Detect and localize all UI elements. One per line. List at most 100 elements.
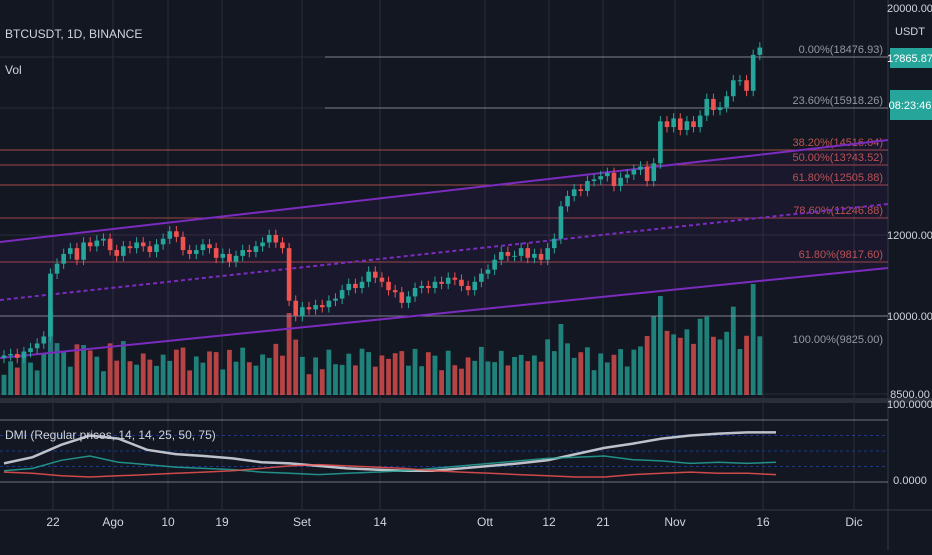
x-tick-label: 19 [215, 515, 229, 529]
volume-bar [691, 343, 696, 395]
candle-body [94, 240, 100, 247]
candle-body [34, 343, 40, 349]
candle-body [167, 231, 173, 239]
candle-body [379, 277, 385, 282]
volume-bar [406, 365, 411, 395]
candle-body [697, 115, 703, 128]
volume-bar [379, 355, 385, 395]
candle-body [518, 248, 524, 256]
candle-body [240, 250, 245, 256]
volume-bar [173, 349, 179, 395]
volume-bar [266, 357, 272, 395]
dmi-tick-label: 100.0000 [887, 399, 932, 411]
price-channel [0, 139, 889, 359]
volume-bar [306, 374, 312, 395]
candle-body [525, 248, 531, 258]
volume-bar [611, 354, 617, 395]
candle-body [750, 54, 756, 91]
volume-bar [657, 296, 663, 395]
candle-body [14, 354, 20, 358]
volume-bar [160, 354, 166, 395]
candle-body [651, 163, 657, 182]
volume-bar [684, 329, 690, 395]
volume-bar [319, 369, 325, 395]
volume-bar [227, 349, 232, 395]
candle-body [571, 189, 577, 197]
price-tick-label: 8500.00 [890, 389, 930, 401]
x-tick-label: Nov [664, 515, 685, 529]
volume-bar [8, 361, 14, 395]
x-tick-label: 10 [161, 515, 175, 529]
candle-body [432, 281, 438, 289]
candle-body [101, 238, 106, 241]
candle-body [339, 290, 345, 299]
candle-body [551, 238, 557, 249]
candle-body [691, 121, 696, 128]
dmi-series-di [3, 463, 777, 478]
candle-body [585, 181, 590, 191]
volume-bar [260, 354, 265, 395]
volume-bar [207, 351, 212, 395]
volume-bar [412, 348, 418, 395]
volume-bar [518, 354, 524, 395]
candle-body [452, 277, 458, 280]
volume-bar [604, 362, 610, 395]
candle-body [359, 281, 365, 289]
fib-label: 50.00%(13?43.52) [792, 152, 883, 164]
volume-bar [299, 356, 305, 395]
candle-body [445, 277, 451, 284]
x-tick-label: 22 [46, 515, 60, 529]
volume-bar [624, 366, 630, 395]
countdown-badge [890, 90, 932, 120]
candle-body [737, 80, 743, 82]
candle-body [671, 118, 676, 128]
fib-label: 38.20%(14516.04) [792, 137, 883, 149]
time-axis-bg [0, 510, 932, 550]
volume-bar [67, 366, 73, 395]
volume-bar [372, 366, 378, 395]
volume-bar [240, 347, 246, 395]
volume-bar [730, 306, 736, 395]
candle-body [744, 80, 749, 91]
candle-body [61, 253, 66, 264]
volume-bar [558, 324, 564, 395]
candle-body [134, 242, 139, 249]
candle-body [127, 246, 133, 249]
volume-bar [154, 365, 159, 395]
candle-body [479, 273, 484, 282]
volume-bar [578, 352, 584, 395]
volume-bar [757, 336, 763, 395]
candle-body [624, 174, 630, 178]
volume-bar [273, 343, 279, 395]
volume-bar [313, 357, 319, 395]
volume-bar [346, 353, 352, 395]
candle-body [757, 47, 763, 55]
price-tick-label: 10000.00 [887, 311, 932, 323]
volume-bars [1, 284, 763, 395]
volume-bar [452, 365, 458, 395]
candle-body [578, 189, 584, 191]
candle-body [107, 238, 113, 251]
volume-bar [220, 369, 226, 395]
volume-bar [618, 349, 623, 395]
volume-bar [532, 355, 537, 395]
volume-bar [724, 331, 730, 395]
candle-body [558, 206, 564, 239]
candle-body [711, 98, 716, 110]
candle-body [532, 253, 537, 258]
x-tick-label: 21 [596, 515, 610, 529]
x-tick-label: 14 [373, 515, 387, 529]
candle-body [399, 292, 405, 303]
volume-bar [492, 362, 498, 395]
candle-body [48, 273, 53, 337]
volume-bar [545, 339, 551, 395]
candle-body [731, 80, 736, 97]
candle-body [121, 246, 126, 256]
x-tick-label: 12 [542, 515, 556, 529]
volume-bar [664, 330, 670, 395]
volume-bar [478, 346, 484, 395]
volume-bar [293, 339, 299, 395]
candle-body [406, 296, 411, 303]
